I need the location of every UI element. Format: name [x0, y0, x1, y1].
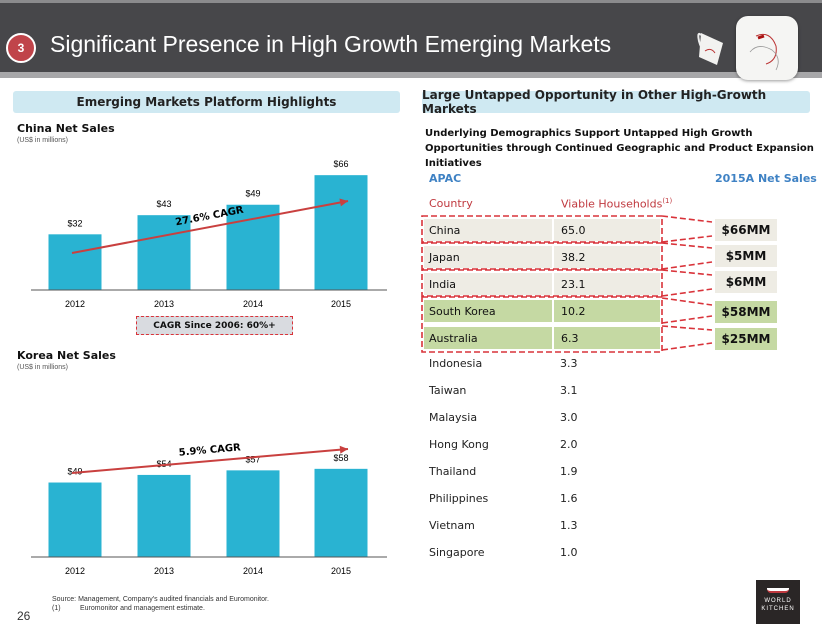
bar-2014 — [226, 204, 280, 290]
households-cell: 3.3 — [560, 357, 578, 370]
country-cell: Hong Kong — [429, 438, 489, 451]
mug-image — [697, 32, 723, 65]
country-cell: Vietnam — [429, 519, 475, 532]
households-cell: 1.0 — [560, 546, 578, 559]
cagr-arrowhead — [339, 198, 348, 207]
cagr-arrow — [71, 448, 349, 474]
x-tick-label: 2015 — [331, 566, 351, 576]
left-section-title: Emerging Markets Platform Highlights — [13, 91, 400, 113]
country-cell: China — [424, 219, 552, 241]
page-number: 26 — [17, 609, 31, 623]
right-section-title: Large Untapped Opportunity in Other High… — [422, 88, 810, 116]
x-tick-label: 2014 — [243, 566, 263, 576]
bar-2015 — [314, 468, 368, 557]
households-cell: 6.3 — [554, 327, 660, 349]
plate-image — [736, 16, 798, 80]
households-cell: 10.2 — [554, 300, 660, 322]
households-cell: 23.1 — [554, 273, 660, 295]
x-tick-label: 2014 — [243, 299, 263, 309]
x-tick-label: 2013 — [154, 566, 174, 576]
cagr-since-2006-box: CAGR Since 2006: 60%+ — [136, 316, 293, 335]
x-tick-label: 2012 — [65, 299, 85, 309]
net-sales-box: $6MM — [715, 271, 777, 293]
data-label: $66 — [333, 159, 348, 169]
table-row: Japan 38.2 — [424, 246, 660, 268]
table-row: India 23.1 — [424, 273, 660, 295]
households-cell: 3.0 — [560, 411, 578, 424]
country-cell: Philippines — [429, 492, 489, 505]
data-label: $32 — [67, 218, 82, 228]
source-note: Source: Management, Company's audited fi… — [52, 596, 269, 603]
logo-line-1: WORLD — [764, 598, 792, 604]
country-cell: Indonesia — [429, 357, 483, 370]
slide-title: Significant Presence in High Growth Emer… — [50, 31, 612, 57]
bar-2012 — [48, 234, 102, 290]
korea-net-sales-chart: $49 2012 $54 2013 $57 2014 $58 2015 5.9% CAGR — [31, 442, 387, 576]
data-label: $49 — [67, 467, 82, 477]
bar-2014 — [226, 470, 280, 557]
bar-2015 — [314, 175, 368, 290]
net-sales-box: $58MM — [715, 301, 777, 323]
apac-label: APAC — [429, 172, 462, 185]
net-sales-box: $5MM — [715, 245, 777, 267]
country-cell: Singapore — [429, 546, 485, 559]
logo-dish-icon — [767, 588, 789, 593]
korea-chart-subtitle: (US$ in millions) — [17, 364, 68, 371]
country-column-header: Country — [429, 197, 473, 210]
country-cell: Thailand — [429, 465, 477, 478]
china-chart-title: China Net Sales — [17, 122, 115, 135]
table-row: Australia 6.3 — [424, 327, 660, 349]
cagr-label: 5.9% CAGR — [178, 442, 241, 458]
cagr-arrowhead — [339, 445, 348, 454]
households-header-text: Viable Households — [561, 197, 663, 211]
bar-2013 — [137, 474, 191, 557]
net-sales-box: $25MM — [715, 328, 777, 350]
demographics-subheading: Underlying Demographics Support Untapped… — [425, 128, 814, 169]
table-row: China 65.0 — [424, 219, 660, 241]
data-label: $43 — [156, 199, 171, 209]
section-number-badge: 3 — [6, 33, 36, 63]
header-stripe — [0, 72, 822, 78]
country-cell: India — [424, 273, 552, 295]
footnote-marker: (1) — [662, 197, 673, 205]
households-cell: 1.9 — [560, 465, 578, 478]
country-cell: Malaysia — [429, 411, 478, 424]
data-label: $54 — [156, 459, 171, 469]
households-cell: 2.0 — [560, 438, 578, 451]
x-tick-label: 2015 — [331, 299, 351, 309]
country-cell: Australia — [424, 327, 552, 349]
cagr-arrow — [71, 200, 349, 254]
footnote-1: Euromonitor and management estimate. — [80, 605, 205, 612]
net-sales-box: $66MM — [715, 219, 777, 241]
data-label: $58 — [333, 453, 348, 463]
country-cell: Taiwan — [429, 384, 467, 397]
world-kitchen-logo: WORLD KITCHEN — [756, 580, 800, 624]
data-label: $57 — [245, 454, 260, 464]
china-chart-subtitle: (US$ in millions) — [17, 137, 68, 144]
net-sales-header: 2015A Net Sales — [715, 172, 817, 185]
households-cell: 38.2 — [554, 246, 660, 268]
households-cell: 3.1 — [560, 384, 578, 397]
country-cell: Japan — [424, 246, 552, 268]
data-label: $49 — [245, 189, 260, 199]
table-row: South Korea 10.2 — [424, 300, 660, 322]
logo-line-2: KITCHEN — [761, 606, 795, 612]
x-tick-label: 2013 — [154, 299, 174, 309]
footnote-1-marker: (1) — [52, 605, 61, 612]
households-column-header: Viable Households(1) — [561, 197, 672, 211]
households-cell: 1.6 — [560, 492, 578, 505]
bar-2013 — [137, 215, 191, 290]
slide-header — [0, 0, 822, 72]
households-cell: 1.3 — [560, 519, 578, 532]
households-cell: 65.0 — [554, 219, 660, 241]
korea-chart-title: Korea Net Sales — [17, 349, 116, 362]
x-tick-label: 2012 — [65, 566, 85, 576]
bar-2012 — [48, 482, 102, 557]
country-cell: South Korea — [424, 300, 552, 322]
